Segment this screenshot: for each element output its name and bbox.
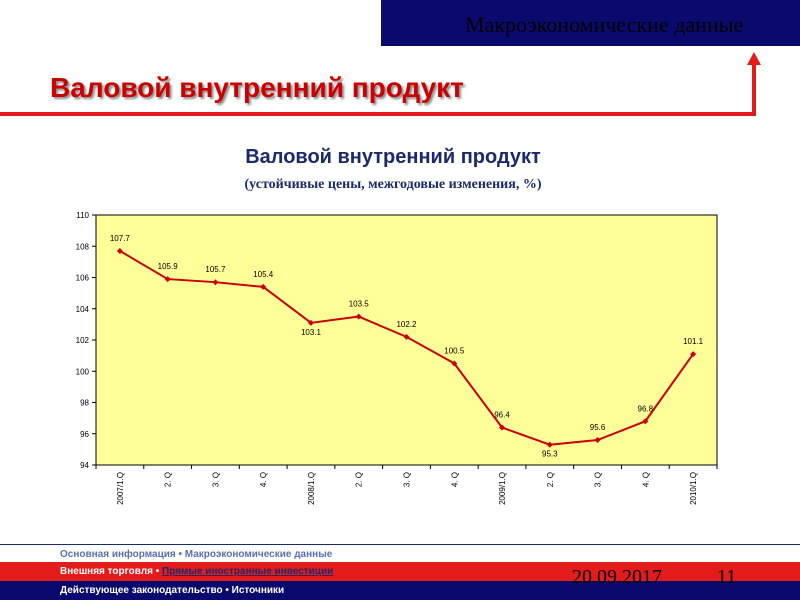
- footer-link-main[interactable]: Основная информация • Макроэкономические…: [60, 549, 333, 560]
- page-number: 11: [717, 566, 737, 588]
- footer-nav-trade-text: Внешняя торговля • Прямые иностранные ин…: [60, 566, 333, 577]
- y-tick-label: 96: [80, 430, 89, 439]
- section-banner: Макроэкономические данные: [381, 0, 800, 46]
- arrow-up-icon: [747, 52, 761, 65]
- data-point: [164, 276, 171, 283]
- y-tick-label: 104: [76, 305, 90, 314]
- y-tick-label: 100: [76, 367, 90, 376]
- data-label: 107.7: [110, 234, 131, 243]
- data-point: [307, 319, 314, 326]
- section-label: Макроэкономические данные: [465, 12, 744, 37]
- data-label: 95.3: [542, 450, 558, 459]
- x-tick-label: 2010/1.Q: [689, 472, 698, 505]
- data-label: 102.2: [396, 320, 417, 329]
- y-tick-label: 106: [76, 274, 90, 283]
- footer-link-fdi[interactable]: Прямые иностранные инвестиции: [162, 566, 334, 577]
- footer-link-trade[interactable]: Внешняя торговля •: [60, 566, 163, 577]
- footer-date: 20.09.2017: [572, 566, 662, 588]
- x-tick-label: 3. Q: [211, 472, 220, 487]
- footer-nav-law: Действующее законодательство • Источники: [0, 581, 800, 600]
- data-point: [642, 418, 649, 425]
- footer-link-law[interactable]: Действующее законодательство • Источники: [60, 585, 285, 596]
- chart-title: Валовой внутренний продукт: [245, 146, 541, 168]
- y-tick-label: 98: [80, 399, 89, 408]
- data-point: [355, 313, 362, 320]
- data-point: [212, 279, 219, 286]
- line-chart: 94 96 98 100 102 104 106 108 110 2007/1.Q 2. Q 3. Q…: [76, 211, 718, 505]
- data-point: [403, 333, 410, 340]
- footer-nav-trade: Внешняя торговля • Прямые иностранные ин…: [0, 562, 800, 581]
- data-label: 96.8: [638, 404, 654, 413]
- x-tick-label: 2. Q: [546, 472, 555, 487]
- data-point: [451, 360, 458, 367]
- data-point: [546, 441, 553, 448]
- data-point: [260, 283, 267, 290]
- page-title: Валовой внутренний продукт: [50, 72, 464, 103]
- x-tick-label: 2. Q: [355, 472, 364, 487]
- footer-nav-main: Основная информация • Макроэкономические…: [0, 544, 800, 563]
- data-label: 105.4: [253, 270, 274, 279]
- data-label: 103.1: [301, 328, 322, 337]
- data-label: 100.5: [444, 346, 465, 355]
- x-tick-label: 2007/1.Q: [116, 472, 125, 505]
- y-tick-label: 108: [76, 242, 90, 251]
- x-tick-label: 2008/1.Q: [307, 472, 316, 505]
- data-point: [690, 351, 697, 358]
- y-tick-label: 102: [76, 336, 90, 345]
- x-tick-label: 3. Q: [594, 472, 603, 487]
- y-tick-label: 110: [76, 211, 89, 220]
- x-tick-label: 4. Q: [450, 472, 459, 487]
- data-label: 96.4: [494, 411, 510, 420]
- data-point: [499, 424, 506, 431]
- data-point: [594, 437, 601, 443]
- divider-line: [0, 112, 756, 116]
- chart-subtitle: (устойчивые цены, межгодовые изменения, …: [244, 177, 542, 192]
- divider-line-vertical: [752, 62, 756, 116]
- data-point: [116, 247, 123, 254]
- plot-area: [95, 214, 718, 466]
- data-label: 103.5: [349, 300, 370, 309]
- data-label: 101.1: [683, 337, 704, 346]
- x-tick-label: 2. Q: [164, 472, 173, 487]
- data-label: 95.6: [590, 423, 606, 432]
- x-tick-label: 4. Q: [259, 472, 268, 487]
- y-tick-label: 94: [80, 461, 89, 470]
- data-label: 105.7: [205, 265, 226, 274]
- data-label: 105.9: [158, 262, 179, 271]
- x-tick-label: 2009/1.Q: [498, 472, 507, 505]
- x-tick-label: 3. Q: [403, 472, 412, 487]
- x-tick-label: 4. Q: [641, 472, 650, 487]
